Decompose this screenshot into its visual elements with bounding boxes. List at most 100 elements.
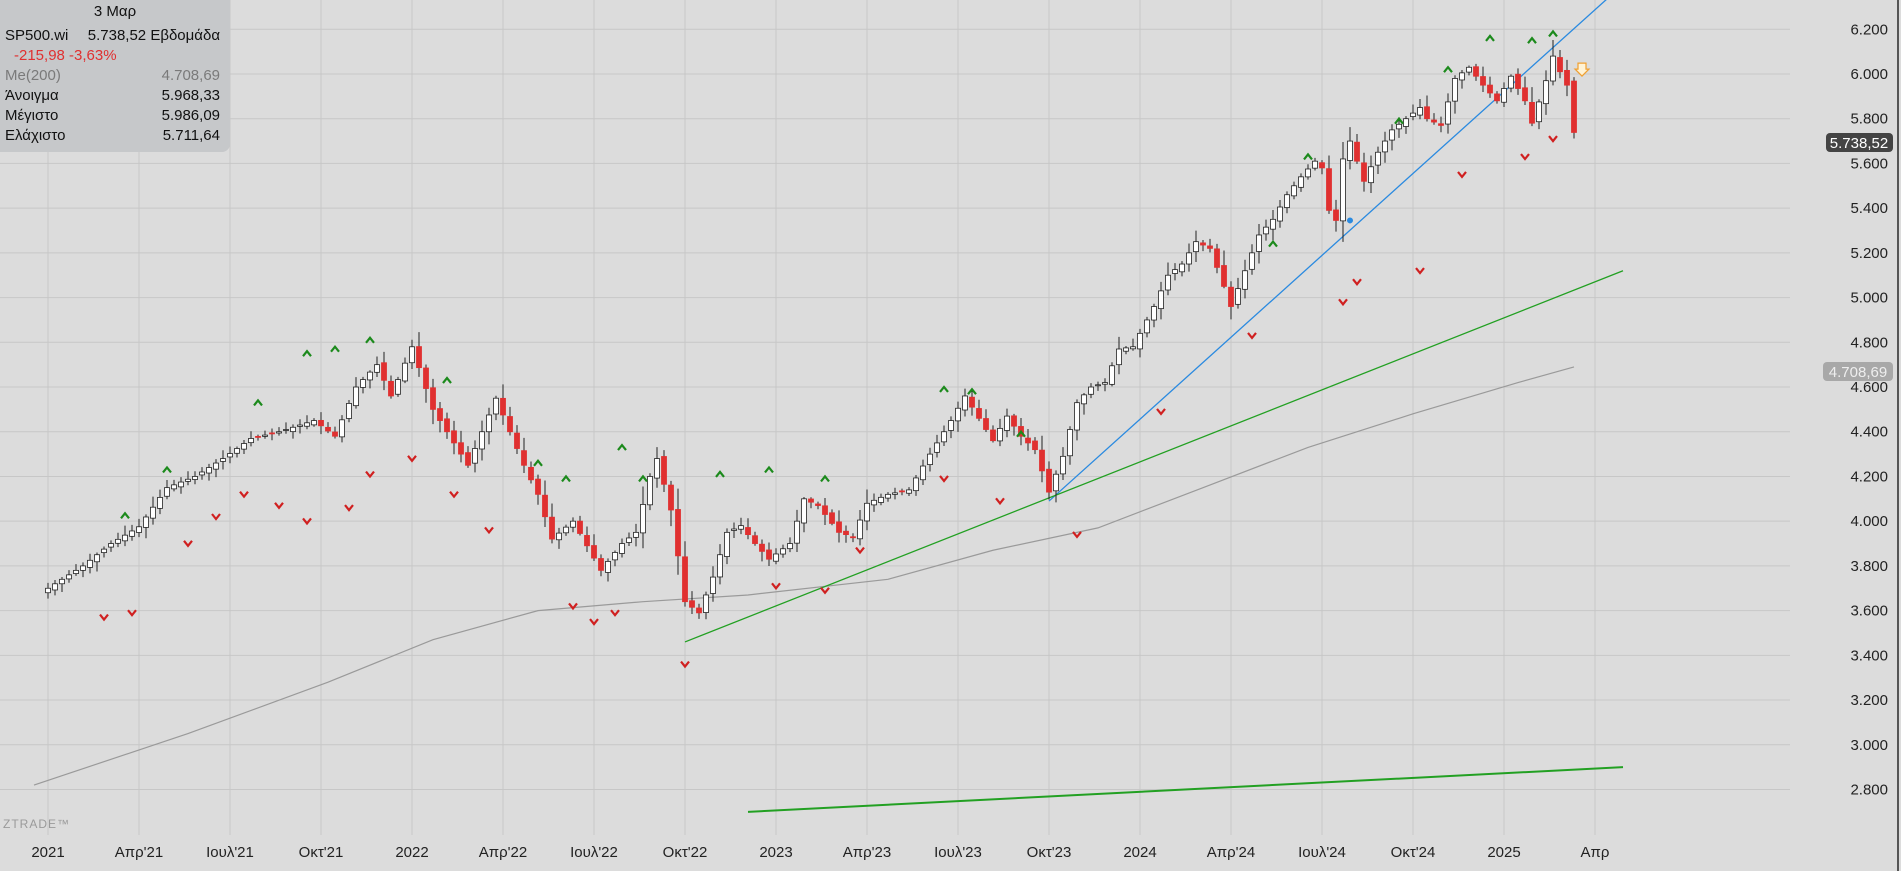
swing-high-arrow (1303, 152, 1313, 161)
swing-high-arrow (533, 458, 543, 467)
candle (1340, 141, 1346, 242)
swing-low-arrow (183, 540, 193, 548)
x-tick-label: Οκτ'22 (663, 844, 708, 861)
candle-body-up (241, 443, 247, 450)
candle-body-down (1319, 162, 1325, 169)
candle (1116, 336, 1122, 375)
swing-low-arrow (1247, 332, 1257, 340)
candle (927, 447, 933, 472)
candle (1221, 250, 1227, 289)
candle-body-down (1333, 209, 1339, 221)
candle (1375, 146, 1381, 174)
axis-layer: 2.800 3.000 3.200 3.400 3.600 3.800 4.000 4.200… (31, 21, 1888, 861)
candle (493, 395, 499, 421)
candle-body-up (941, 431, 947, 443)
candle (1347, 127, 1353, 170)
swing-high-arrow (365, 336, 375, 344)
candle (1431, 113, 1437, 125)
x-tick-label: 2023 (759, 844, 792, 861)
candle (1256, 224, 1262, 264)
candle (1151, 303, 1157, 328)
candle-body-down (1025, 437, 1031, 444)
candle-body-up (472, 448, 478, 464)
candle-body-up (1403, 118, 1409, 127)
trendline-green (684, 270, 1624, 643)
trendline-green (747, 766, 1624, 813)
candle (871, 493, 877, 512)
candle-body-down (1494, 93, 1500, 102)
candle-body-up (647, 476, 653, 506)
y-tick-label: 4.600 (1850, 379, 1888, 396)
candle (66, 570, 72, 583)
candle-body-down (1480, 76, 1486, 86)
swing-high-arrow (120, 511, 130, 519)
candle-body-up (59, 578, 65, 585)
trendline-anchor-dot (1347, 217, 1353, 224)
candle (122, 525, 128, 547)
candle-body-down (507, 416, 513, 433)
candle-body-down (696, 607, 702, 614)
candle (521, 437, 527, 473)
y-tick-label: 3.000 (1850, 737, 1888, 754)
candle (1291, 181, 1297, 200)
candle-body-up (339, 419, 345, 438)
trendline-layer[interactable] (684, 0, 1624, 813)
candle (52, 580, 58, 596)
candle-body-up (94, 554, 100, 563)
info-date: 3 Μαρ (93, 3, 137, 20)
candle-body-up (787, 543, 793, 550)
candle (815, 501, 821, 510)
candle (584, 526, 590, 553)
swing-high-arrow (1268, 239, 1278, 248)
candle (80, 562, 86, 578)
candle (1186, 243, 1192, 272)
candle (115, 532, 121, 548)
candle-body-up (311, 420, 317, 426)
candle-body-down (682, 556, 688, 603)
candle-body-down (1438, 123, 1444, 126)
candle (717, 544, 723, 585)
x-tick-label: Απρ'24 (1207, 844, 1255, 861)
swing-high-arrow (617, 443, 627, 451)
info-low-row: Ελάχιστο 5.711,64 (5, 126, 220, 146)
swing-low-arrow (365, 470, 375, 479)
candle-body-up (1144, 319, 1150, 334)
candle-body-down (675, 509, 681, 557)
candle-body-up (80, 565, 86, 571)
candle (1522, 76, 1528, 105)
candle-body-up (1137, 332, 1143, 350)
candle-body-down (381, 362, 387, 381)
watermark: ZTRADE™ (3, 817, 70, 831)
candle-body-down (745, 527, 751, 535)
candle-body-up (108, 543, 114, 548)
price-badge: 5.738,52 (1826, 133, 1893, 152)
candle-body-up (1179, 263, 1185, 273)
candle-body-up (1305, 168, 1311, 178)
candle-body-up (724, 531, 730, 557)
candle (633, 523, 639, 547)
x-tick-label: Ιουλ'23 (934, 844, 982, 861)
candle-body-up (1165, 274, 1171, 291)
swing-arrow-layer (99, 29, 1591, 669)
candle (220, 450, 226, 470)
y-tick-label: 3.800 (1850, 558, 1888, 575)
candle (325, 422, 331, 434)
candle-body-up (1284, 194, 1290, 208)
candle (724, 528, 730, 565)
candle (276, 427, 282, 436)
y-tick-label: 5.400 (1850, 200, 1888, 217)
candle-body-down (500, 397, 506, 416)
candle (1053, 470, 1059, 503)
x-tick-label: Οκτ'23 (1027, 844, 1072, 861)
candle (885, 492, 891, 502)
candle (1242, 259, 1248, 299)
candle (472, 440, 478, 473)
candle-body-down (332, 431, 338, 437)
y-tick-label: 5.000 (1850, 290, 1888, 307)
candle (906, 487, 912, 497)
candle (108, 540, 114, 552)
candle-body-up (1543, 80, 1549, 105)
candle-body-down (542, 494, 548, 518)
candle (773, 548, 779, 565)
